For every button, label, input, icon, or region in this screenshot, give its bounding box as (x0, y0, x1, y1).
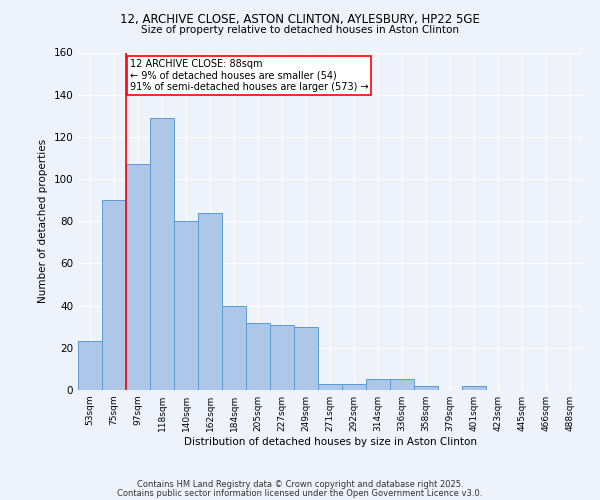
Bar (126, 164, 150, 390)
Bar (174, 221, 198, 390)
X-axis label: Distribution of detached houses by size in Aston Clinton: Distribution of detached houses by size … (184, 437, 476, 447)
Text: Contains public sector information licensed under the Open Government Licence v3: Contains public sector information licen… (118, 489, 482, 498)
Bar (462, 386, 486, 390)
Text: 12, ARCHIVE CLOSE, ASTON CLINTON, AYLESBURY, HP22 5GE: 12, ARCHIVE CLOSE, ASTON CLINTON, AYLESB… (120, 12, 480, 26)
Bar (246, 322, 270, 390)
Bar (366, 380, 390, 390)
Text: 12 ARCHIVE CLOSE: 88sqm
← 9% of detached houses are smaller (54)
91% of semi-det: 12 ARCHIVE CLOSE: 88sqm ← 9% of detached… (130, 59, 368, 92)
Bar (78, 342, 102, 390)
Bar (414, 386, 438, 390)
Bar (342, 384, 366, 390)
Bar (270, 324, 294, 390)
Bar (222, 306, 246, 390)
Bar (102, 200, 126, 390)
Bar (150, 118, 174, 390)
Bar (294, 326, 318, 390)
Bar (318, 384, 342, 390)
Text: Size of property relative to detached houses in Aston Clinton: Size of property relative to detached ho… (141, 25, 459, 35)
Bar (198, 213, 222, 390)
Text: Contains HM Land Registry data © Crown copyright and database right 2025.: Contains HM Land Registry data © Crown c… (137, 480, 463, 489)
Y-axis label: Number of detached properties: Number of detached properties (38, 139, 48, 304)
Bar (390, 380, 414, 390)
